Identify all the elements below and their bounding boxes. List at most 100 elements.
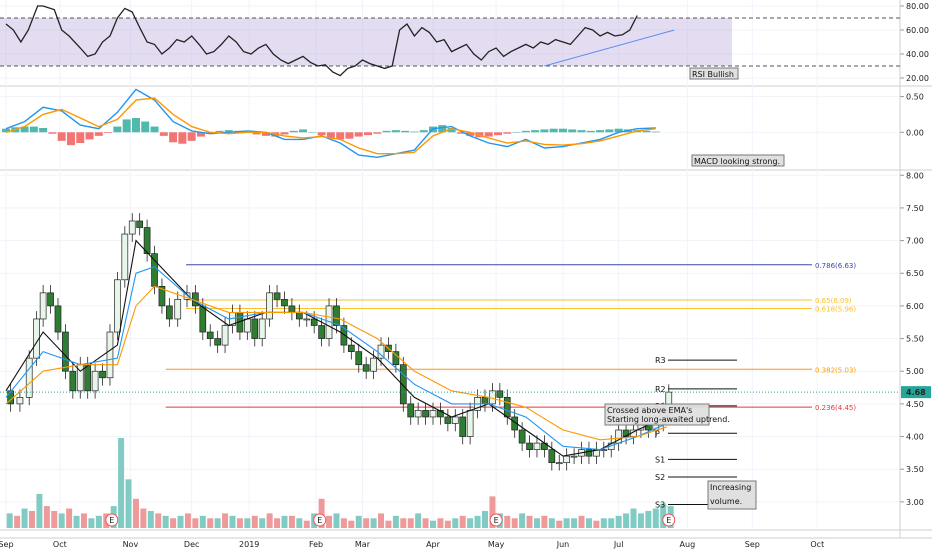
- macd-histogram-bar: [586, 130, 595, 133]
- candle-body: [33, 318, 40, 359]
- time-axis-label: May: [488, 540, 505, 549]
- volume-bar: [637, 513, 644, 528]
- macd-histogram-bar: [2, 128, 10, 133]
- macd-histogram-bar: [651, 131, 660, 133]
- candle-body: [258, 318, 266, 339]
- candle-body: [281, 299, 288, 307]
- volume-bar: [184, 513, 191, 528]
- volume-bar: [326, 515, 333, 528]
- volume-bar: [459, 515, 466, 528]
- price-tick-label: 8.00: [906, 171, 924, 180]
- candle-body: [310, 318, 318, 326]
- volume-bar: [533, 518, 540, 528]
- macd-histogram-bar: [94, 132, 103, 136]
- fib-level-label: 0.618(5.96): [815, 306, 856, 314]
- candle-body: [362, 364, 370, 372]
- candle-body: [533, 442, 541, 450]
- volume-bar: [511, 518, 518, 528]
- volume-bar: [578, 515, 585, 528]
- candle-body: [407, 403, 415, 418]
- macd-histogram-bar: [512, 132, 521, 133]
- volume-bar: [608, 518, 615, 528]
- candle-body: [466, 410, 474, 437]
- candle-body: [84, 364, 92, 392]
- rsi-line: [5, 5, 638, 77]
- volume-bar: [548, 518, 555, 528]
- earnings-marker: [105, 513, 119, 527]
- candle-body: [333, 305, 340, 326]
- fib-level-label: 0.382(5.03): [815, 366, 856, 374]
- macd-annotation: MACD looking strong.: [694, 157, 780, 166]
- volume-bar: [437, 518, 444, 528]
- candle-body: [422, 410, 429, 418]
- volume-bar: [370, 518, 377, 528]
- macd-histogram-bar: [549, 128, 558, 133]
- volume-bar: [251, 515, 258, 528]
- time-axis-label: Oct: [53, 540, 67, 549]
- time-axis-label: Feb: [309, 540, 323, 549]
- volume-bar: [660, 503, 667, 528]
- pivot-label: R2: [655, 385, 666, 394]
- volume-bar: [467, 518, 474, 528]
- price-tick-label: 3.00: [906, 498, 924, 507]
- time-axis-label: Nov: [123, 540, 139, 549]
- volume-bar: [645, 510, 652, 528]
- volume-bar: [400, 518, 407, 528]
- macd-histogram-bar: [568, 129, 577, 133]
- macd-annotation-box: [691, 154, 785, 167]
- volume-bar: [88, 518, 95, 528]
- candle-body: [600, 449, 608, 451]
- candle-body: [25, 357, 33, 398]
- candle-body: [347, 344, 355, 352]
- time-axis-label: Oct: [810, 540, 824, 549]
- ema-cross-annotation-line: Starting long-awaited uptrend.: [607, 415, 730, 424]
- macd-histogram-bar: [289, 130, 298, 133]
- candle-body: [62, 331, 69, 372]
- volume-bar: [630, 508, 637, 528]
- volume-bar: [73, 515, 80, 528]
- macd-histogram-bar: [466, 132, 475, 136]
- volume-bar: [140, 508, 147, 528]
- macd-histogram-bar: [131, 118, 140, 133]
- candle-body: [414, 410, 422, 418]
- pivot-label: S3: [655, 500, 665, 509]
- pivot-label: S2: [655, 473, 665, 482]
- volume-bar: [504, 515, 511, 528]
- ema-line: [5, 266, 668, 451]
- candle-body: [318, 325, 325, 339]
- candle-body: [303, 318, 311, 321]
- candle-body: [121, 233, 129, 281]
- macd-histogram-bar: [113, 126, 122, 133]
- candle-body: [511, 416, 519, 431]
- rsi-tick-label: 40.00: [906, 50, 929, 59]
- candle-body: [451, 416, 459, 424]
- candle-body: [206, 331, 214, 339]
- last-price-label: 4.68: [906, 388, 926, 397]
- candle-body: [370, 357, 377, 372]
- macd-histogram-bar: [484, 132, 493, 137]
- macd-histogram-bar: [540, 129, 549, 133]
- macd-histogram-bar: [66, 132, 75, 146]
- volume-bar: [623, 513, 630, 528]
- macd-histogram-bar: [85, 132, 94, 140]
- price-tick-label: 7.00: [906, 237, 924, 246]
- price-tick-label: 5.00: [906, 367, 924, 376]
- time-axis-label: Sep: [0, 540, 14, 549]
- macd-histogram-bar: [187, 132, 196, 141]
- macd-histogram-bar: [493, 132, 502, 136]
- macd-histogram-bar: [150, 126, 159, 133]
- candle-body: [91, 370, 99, 392]
- macd-histogram-bar: [48, 132, 57, 134]
- candle-body: [518, 429, 526, 444]
- volume-bar: [348, 520, 355, 528]
- earnings-marker-label: E: [109, 516, 114, 525]
- volume-bar: [303, 520, 310, 528]
- candle-body: [399, 364, 407, 405]
- candle-body: [136, 220, 144, 228]
- candle-body: [54, 305, 62, 333]
- time-axis-label: Jul: [613, 540, 624, 549]
- macd-histogram-bar: [558, 128, 567, 133]
- volume-bar: [392, 515, 399, 528]
- volume-bar: [207, 518, 214, 528]
- price-tick-label: 6.50: [906, 269, 924, 278]
